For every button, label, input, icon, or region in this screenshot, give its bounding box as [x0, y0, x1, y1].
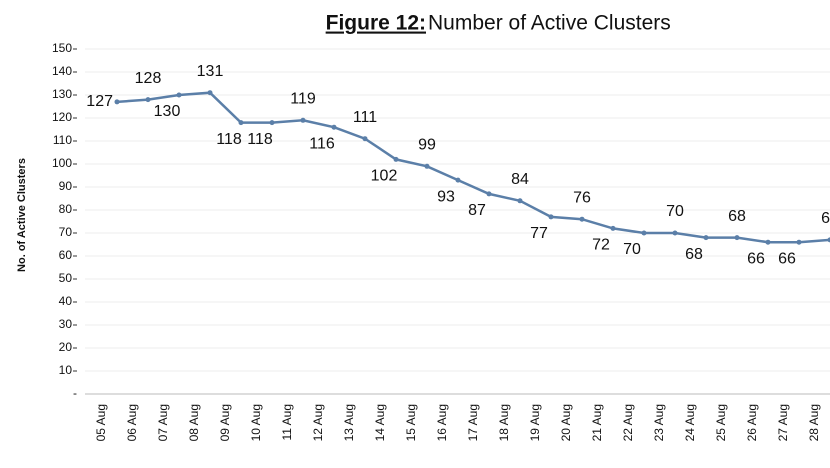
x-tick-label: 14 Aug	[373, 404, 387, 441]
point	[114, 99, 120, 105]
point	[269, 120, 275, 126]
x-tick-label: 27 Aug	[776, 404, 790, 441]
y-tick-label: 20	[59, 340, 73, 354]
x-tick-label: 10 Aug	[249, 404, 263, 441]
x-tick-label: 13 Aug	[342, 404, 356, 441]
x-tick-label: 28 Aug	[807, 404, 821, 441]
x-tick-label: 22 Aug	[621, 404, 635, 441]
x-tick-label: 19 Aug	[528, 404, 542, 441]
y-tick-label: 40	[59, 294, 73, 308]
data-label: 128	[135, 70, 162, 87]
x-tick-label: 08 Aug	[187, 404, 201, 441]
y-zero-dash: -	[73, 386, 77, 400]
chart-title: Number of Active Clusters	[428, 12, 671, 35]
y-tick-label: 60	[59, 248, 73, 262]
y-tick-label: 110	[53, 133, 72, 147]
y-tick-label: 120	[52, 110, 72, 124]
x-tick-label: 11 Aug	[280, 404, 294, 440]
chart-title-label: Figure 12:	[326, 12, 426, 35]
point	[455, 177, 461, 183]
point	[238, 120, 244, 126]
point	[362, 136, 368, 142]
point	[734, 235, 740, 241]
data-label: 70	[666, 203, 684, 220]
y-tick-label: 100	[52, 156, 72, 170]
point	[703, 235, 709, 241]
data-label: 87	[468, 202, 486, 219]
y-tick-label: 80	[59, 202, 73, 216]
data-label: 99	[418, 137, 436, 154]
data-label: 102	[371, 168, 398, 185]
point	[517, 198, 523, 204]
x-tick-label: 16 Aug	[435, 404, 449, 441]
point	[176, 92, 182, 98]
data-label: 72	[592, 237, 610, 254]
point	[424, 163, 430, 169]
y-tick-label: 90	[59, 179, 73, 193]
y-tick-label: 50	[59, 271, 73, 285]
point	[331, 124, 337, 130]
data-label: 68	[685, 246, 703, 263]
x-tick-label: 17 Aug	[466, 404, 480, 441]
y-tick-label: 70	[59, 225, 73, 239]
x-tick-label: 21 Aug	[590, 404, 604, 441]
data-label: 116	[309, 135, 335, 152]
data-label: 127	[86, 93, 113, 110]
data-label: 93	[437, 188, 455, 205]
point	[300, 117, 306, 123]
y-axis-title: No. of Active Clusters	[16, 158, 28, 272]
point	[207, 90, 213, 96]
data-label: 118	[247, 131, 273, 148]
y-tick-label: 140	[52, 64, 72, 78]
data-label: 131	[197, 63, 224, 80]
x-tick-label: 09 Aug	[218, 404, 232, 441]
point	[765, 239, 771, 245]
point	[827, 237, 830, 243]
x-tick-label: 12 Aug	[311, 404, 325, 441]
point	[548, 214, 554, 220]
point	[641, 230, 647, 236]
data-label: 118	[216, 131, 242, 148]
point	[672, 230, 678, 236]
data-label: 76	[573, 189, 591, 206]
data-label: 66	[778, 250, 796, 267]
data-label: 66	[747, 250, 765, 267]
point	[579, 216, 585, 222]
data-label: 119	[290, 91, 316, 108]
point	[610, 225, 616, 231]
x-tick-label: 18 Aug	[497, 404, 511, 441]
y-tick-label: 130	[52, 87, 72, 101]
data-label: 67	[821, 210, 830, 227]
x-tick-label: 25 Aug	[714, 404, 728, 441]
x-tick-label: 20 Aug	[559, 404, 573, 441]
line	[116, 91, 830, 244]
x-tick-label: 26 Aug	[745, 404, 759, 441]
y-tick-label: 10	[59, 363, 73, 377]
y-tick-label: 150	[52, 41, 72, 55]
data-label: 111	[353, 109, 377, 126]
x-tick-label: 23 Aug	[652, 404, 666, 441]
x-tick-label: 24 Aug	[683, 404, 697, 441]
point	[486, 191, 492, 197]
data-label: 77	[530, 225, 548, 242]
data-label: 84	[511, 171, 529, 188]
point	[145, 97, 151, 103]
y-tick-label: 30	[59, 317, 73, 331]
x-tick-label: 06 Aug	[125, 404, 139, 441]
x-tick-label: 05 Aug	[94, 404, 108, 441]
point	[393, 156, 399, 162]
data-label: 68	[728, 208, 746, 225]
data-label: 130	[154, 103, 181, 120]
data-label: 70	[623, 241, 641, 258]
x-tick-label: 15 Aug	[404, 404, 418, 441]
point	[796, 239, 802, 245]
x-tick-label: 07 Aug	[156, 404, 170, 441]
